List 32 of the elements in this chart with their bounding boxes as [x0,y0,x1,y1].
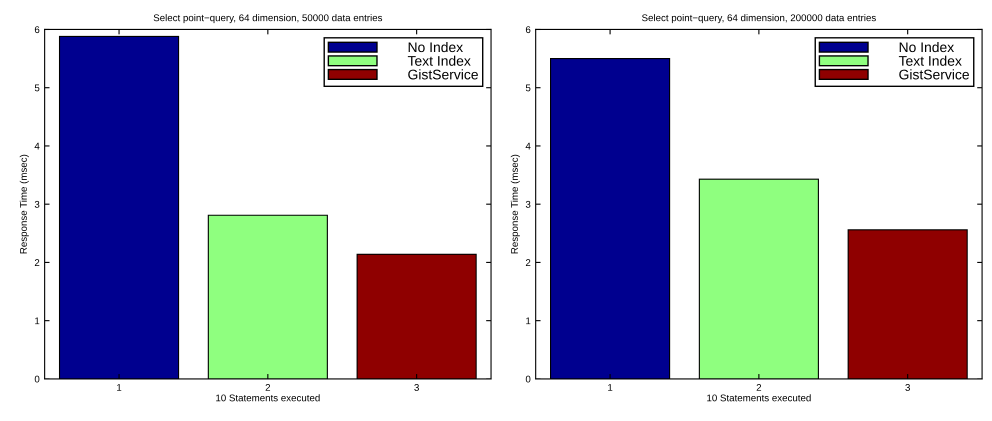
y-tick-label: 4 [34,142,40,150]
legend-label: No Index [900,42,954,52]
y-tick-label: 3 [34,200,40,208]
legend-label: Text Index [898,56,962,66]
y-tick-label: 4 [526,142,531,150]
y-tick-label: 1 [526,317,530,324]
y-tick-label: 2 [34,259,40,266]
x-tick-label: 1 [608,384,612,391]
y-axis-title: Response Time (msec) [510,154,520,254]
legend-label: GistService [899,69,969,80]
chart-title: Select point−query, 64 dimension, 50000 data entries [154,14,382,24]
x-tick-label: 3 [414,384,419,391]
x-tick-label: 2 [756,384,762,391]
x-tick-label: 3 [905,384,910,391]
x-tick-label: 2 [266,384,270,391]
legend-label: GistService [408,69,478,80]
y-tick-label: 1 [35,317,40,324]
x-axis-title: 10 Statements executed [707,394,811,402]
y-tick-label: 5 [34,84,40,92]
x-axis-title: 10 Statements executed [216,394,320,402]
y-tick-label: 3 [526,200,530,208]
legend-label: Text Index [408,56,471,66]
y-tick-label: 2 [526,259,530,266]
y-tick-label: 6 [34,26,40,34]
y-tick-label: 0 [34,376,40,383]
y-tick-label: 5 [526,84,530,92]
y-tick-label: 0 [526,376,530,383]
x-tick-label: 1 [117,384,122,391]
legend-label: No Index [408,42,463,52]
chart-title: Select point−query, 64 dimension, 200000 data entries [642,14,876,24]
y-tick-label: 6 [526,26,530,34]
y-axis-title: Response Time (msec) [20,154,29,254]
